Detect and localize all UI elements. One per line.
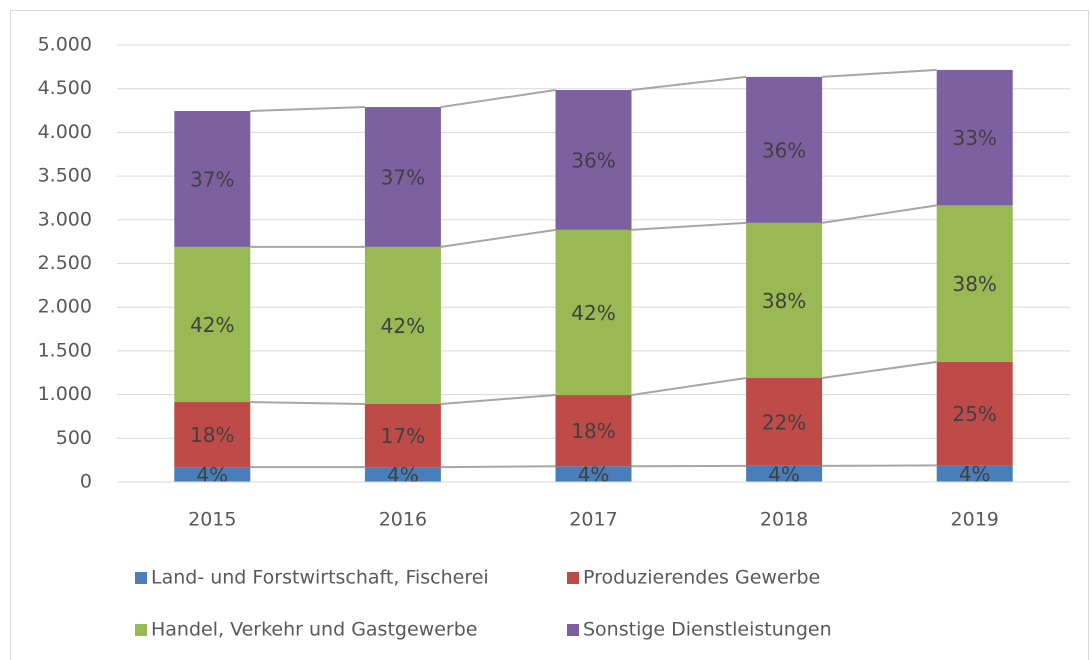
series-line <box>440 228 556 248</box>
data-label: 42% <box>190 313 234 337</box>
bar-segment <box>936 69 1013 206</box>
data-label: 17% <box>381 424 425 448</box>
series-line <box>821 204 937 224</box>
series-line <box>631 75 747 92</box>
series-line <box>250 401 365 405</box>
x-tick-label: 2015 <box>188 509 236 531</box>
y-tick-label: 500 <box>56 427 92 449</box>
y-tick-label: 4.000 <box>38 121 92 143</box>
chart-frame <box>10 10 1089 660</box>
y-tick-label: 5.000 <box>38 34 92 56</box>
bar-segment <box>746 76 823 223</box>
x-tick-label: 2019 <box>951 509 999 531</box>
bar-segment <box>555 90 632 230</box>
bar-segment <box>174 246 251 403</box>
x-tick-label: 2018 <box>760 509 808 531</box>
series-line <box>822 68 937 78</box>
bar-segment <box>936 205 1013 362</box>
bar-segment <box>555 466 632 482</box>
y-tick-label: 2.000 <box>38 296 92 318</box>
data-label: 25% <box>952 402 996 426</box>
bar-segment <box>174 402 251 468</box>
data-label: 22% <box>762 410 806 434</box>
data-label: 38% <box>762 289 806 313</box>
bar-segment <box>746 377 823 466</box>
data-label: 37% <box>190 167 234 191</box>
legend-swatch <box>135 572 147 584</box>
series-line <box>440 89 556 109</box>
legend-label: Sonstige Dienstleistungen <box>583 619 832 641</box>
legend-label: Produzierendes Gewerbe <box>583 567 820 589</box>
bar-segment <box>364 246 441 404</box>
legend-swatch <box>567 624 579 636</box>
bar-segment <box>746 465 823 482</box>
legend-swatch <box>567 572 579 584</box>
data-label: 33% <box>952 126 996 150</box>
legend-swatch <box>135 624 147 636</box>
bar-segment <box>555 395 632 467</box>
y-tick-label: 3.000 <box>38 208 92 230</box>
y-tick-label: 1.500 <box>38 339 92 361</box>
y-tick-label: 1.000 <box>38 383 92 405</box>
series-line <box>631 377 747 397</box>
legend-label: Handel, Verkehr und Gastgewerbe <box>151 619 477 641</box>
data-label: 36% <box>762 138 806 162</box>
data-label: 18% <box>190 423 234 447</box>
bar-segment <box>364 403 441 468</box>
legend-label: Land- und Forstwirtschaft, Fischerei <box>151 567 489 589</box>
bar-segment <box>936 465 1013 482</box>
bar-segment <box>364 467 441 482</box>
data-label: 4% <box>959 462 991 486</box>
series-line <box>821 360 937 379</box>
series-line <box>440 394 556 405</box>
bar-segment <box>364 107 441 247</box>
y-tick-label: 4.500 <box>38 77 92 99</box>
data-label: 37% <box>381 165 425 189</box>
series-line <box>250 106 365 112</box>
y-tick-label: 2.500 <box>38 252 92 274</box>
bar-segment <box>555 229 632 396</box>
data-label: 42% <box>381 314 425 338</box>
y-tick-label: 3.500 <box>38 165 92 187</box>
bar-segment <box>174 467 251 482</box>
data-label: 36% <box>571 148 615 172</box>
bar-segment <box>936 361 1013 466</box>
y-tick-label: 0 <box>80 471 92 493</box>
x-tick-label: 2016 <box>379 509 427 531</box>
series-line <box>631 221 747 231</box>
bar-segment <box>174 110 251 247</box>
x-tick-label: 2017 <box>569 509 617 531</box>
data-label: 4% <box>578 463 610 487</box>
series-line <box>440 465 556 469</box>
data-label: 18% <box>571 419 615 443</box>
data-label: 4% <box>768 462 800 486</box>
data-label: 42% <box>571 301 615 325</box>
bar-segment <box>746 222 823 378</box>
data-label: 38% <box>952 272 996 296</box>
